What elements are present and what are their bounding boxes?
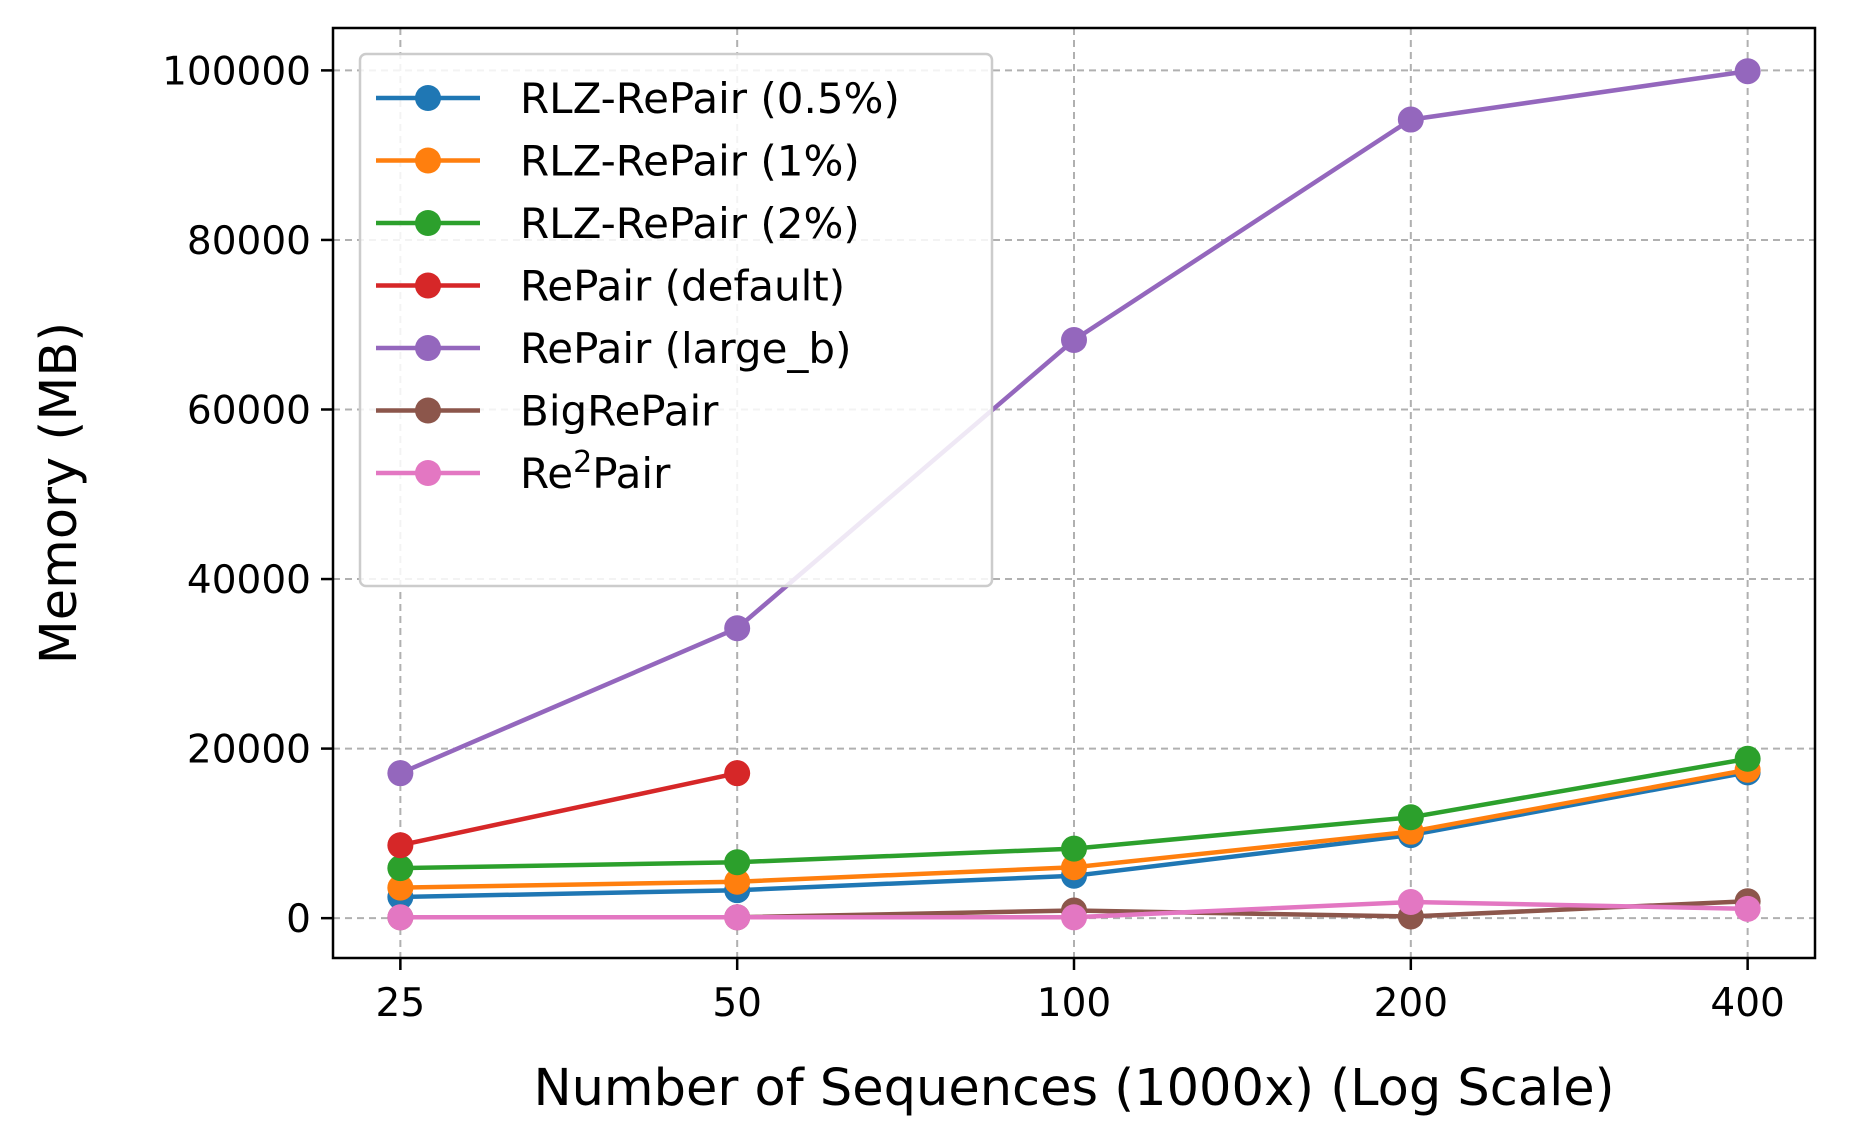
data-point xyxy=(1734,895,1761,922)
y-tick-label: 20000 xyxy=(187,728,311,773)
legend-item: RLZ-RePair (0.5%) xyxy=(376,74,900,123)
data-point xyxy=(1061,835,1087,862)
legend-label: RLZ-RePair (0.5%) xyxy=(520,74,900,123)
x-tick-label: 50 xyxy=(712,981,762,1026)
data-point xyxy=(724,904,751,931)
data-point xyxy=(724,615,751,642)
legend-label: RLZ-RePair (2%) xyxy=(520,199,860,248)
x-tick-label: 200 xyxy=(1374,981,1448,1026)
legend: RLZ-RePair (0.5%) RLZ-RePair (1%) RLZ-RePa… xyxy=(358,52,994,588)
legend-label: RLZ-RePair (1%) xyxy=(520,137,860,186)
legend-item: Re2Pair xyxy=(376,445,671,498)
legend-swatch-marker xyxy=(415,85,441,111)
y-tick-label: 40000 xyxy=(187,558,311,603)
y-tick-label: 0 xyxy=(286,897,311,942)
legend-label: Re2Pair xyxy=(520,445,671,498)
data-point xyxy=(387,832,414,859)
data-point xyxy=(1397,804,1424,831)
legend-item: RLZ-RePair (2%) xyxy=(376,199,860,248)
data-point xyxy=(1397,889,1424,916)
legend-item: RLZ-RePair (1%) xyxy=(376,137,860,186)
series-re2pair xyxy=(387,889,1761,931)
series-repair-default xyxy=(387,760,751,859)
y-tick-label: 100000 xyxy=(162,49,311,94)
legend-swatch-marker xyxy=(415,460,441,486)
x-tick-label: 25 xyxy=(376,981,426,1026)
legend-label: RePair (large_b) xyxy=(520,324,851,373)
x-tick-label: 400 xyxy=(1710,981,1784,1026)
data-point xyxy=(387,855,414,882)
data-point xyxy=(387,904,414,931)
data-point xyxy=(387,874,414,901)
y-axis-label: Memory (MB) xyxy=(30,322,89,664)
legend-swatch-marker xyxy=(415,210,441,236)
legend-swatch-marker xyxy=(415,335,441,361)
x-tick-label: 100 xyxy=(1037,981,1111,1026)
data-point xyxy=(724,868,751,895)
y-tick-label: 60000 xyxy=(187,388,311,433)
series-layer xyxy=(387,58,1761,931)
legend-box xyxy=(358,52,994,588)
tick-layer: 25 50 100 200 400 0 20000 40000 60000 80000 100000 xyxy=(162,49,1785,1026)
data-point xyxy=(724,760,751,787)
y-tick-label: 80000 xyxy=(187,219,311,264)
data-point xyxy=(387,760,414,787)
data-point xyxy=(724,849,751,876)
legend-swatch-marker xyxy=(415,272,441,299)
series-repair-large-b xyxy=(387,58,1761,787)
legend-swatch-marker xyxy=(415,397,441,424)
data-point xyxy=(1734,745,1761,772)
x-axis-label: Number of Sequences (1000x) (Log Scale) xyxy=(533,1059,1614,1118)
data-point xyxy=(1397,106,1424,133)
legend-item: RePair (default) xyxy=(376,262,845,311)
data-point xyxy=(1061,854,1087,881)
data-point xyxy=(1061,326,1087,353)
legend-item: RePair (large_b) xyxy=(376,324,851,373)
legend-label: BigRePair xyxy=(520,387,719,436)
series-rlz-repair-2 xyxy=(387,745,1761,882)
legend-swatch-marker xyxy=(415,147,441,174)
data-point xyxy=(1061,904,1087,931)
series-line xyxy=(397,770,740,848)
legend-label: RePair (default) xyxy=(520,262,845,311)
data-point xyxy=(1734,58,1761,85)
legend-item: BigRePair xyxy=(376,387,719,436)
